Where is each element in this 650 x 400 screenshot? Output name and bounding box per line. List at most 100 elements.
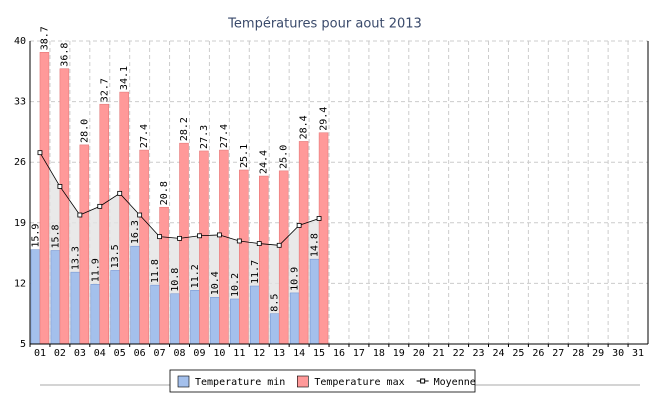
value-label: 15.8 [50, 224, 61, 248]
x-tick-label: 15 [313, 348, 325, 359]
x-tick-label: 14 [293, 348, 305, 359]
value-label: 28.4 [299, 115, 310, 139]
value-label: 24.4 [259, 150, 270, 174]
x-tick-label: 02 [54, 348, 66, 359]
value-label: 13.3 [70, 246, 81, 270]
chart-title: Températures pour aout 2013 [227, 17, 422, 32]
bar [250, 285, 260, 345]
bar [278, 170, 289, 345]
mean-marker [77, 212, 83, 218]
value-label: 11.7 [250, 260, 261, 284]
mean-marker [216, 232, 222, 238]
legend-label: Temperature min [195, 377, 285, 388]
bar [90, 284, 101, 345]
x-tick-label: 29 [592, 348, 604, 359]
y-tick-label: 33 [14, 97, 26, 108]
value-label: 11.9 [90, 258, 101, 282]
x-tick-label: 13 [273, 348, 285, 359]
legend-label: Moyenne [434, 377, 476, 388]
mean-marker [236, 238, 242, 244]
value-label: 10.2 [230, 273, 241, 297]
bar [298, 141, 309, 345]
x-tick-label: 06 [134, 348, 146, 359]
x-tick-label: 31 [632, 348, 644, 359]
x-tick-label: 12 [253, 348, 265, 359]
legend-label: Temperature max [314, 377, 404, 388]
x-tick-label: 19 [393, 348, 405, 359]
x-tick-label: 09 [193, 348, 205, 359]
value-label: 10.4 [210, 271, 221, 295]
x-tick-label: 22 [453, 348, 465, 359]
x-tick-label: 27 [552, 348, 564, 359]
bar [199, 150, 209, 345]
mean-marker [256, 241, 262, 246]
bar [179, 142, 189, 345]
x-tick-label: 08 [173, 348, 185, 359]
bar [259, 175, 269, 345]
bar [119, 91, 129, 345]
bar [139, 149, 149, 345]
x-tick-label: 18 [373, 348, 385, 359]
mean-marker [137, 212, 143, 218]
bar [159, 206, 169, 345]
bar [170, 293, 180, 345]
mean-marker [117, 190, 123, 196]
mean-marker [97, 203, 103, 209]
x-tick-label: 30 [612, 348, 624, 359]
value-label: 10.8 [170, 268, 181, 292]
bar [99, 103, 109, 345]
bar [219, 149, 229, 345]
bar [59, 68, 70, 345]
value-label: 15.9 [30, 224, 41, 248]
value-label: 10.9 [290, 267, 301, 291]
bar [269, 313, 280, 345]
bar [210, 297, 220, 345]
value-label: 11.2 [190, 264, 201, 288]
x-tick-label: 23 [473, 348, 485, 359]
mean-marker [316, 216, 322, 221]
x-tick-label: 11 [233, 348, 245, 359]
value-label: 36.8 [59, 43, 70, 67]
bar [79, 144, 90, 345]
bar [110, 270, 120, 345]
bar [30, 249, 41, 345]
bar [130, 245, 140, 345]
bar [289, 292, 300, 345]
value-label: 16.3 [130, 220, 141, 244]
x-tick-label: 01 [34, 348, 46, 359]
value-label: 25.0 [279, 145, 290, 169]
mean-marker [197, 233, 202, 239]
y-tick-label: 26 [14, 157, 26, 168]
legend-box [169, 369, 476, 393]
bar [70, 271, 81, 345]
bar [190, 290, 200, 345]
value-label: 27.4 [139, 124, 150, 148]
y-tick-label: 40 [14, 36, 26, 47]
x-tick-label: 20 [413, 348, 425, 359]
value-label: 13.5 [110, 244, 121, 268]
y-tick-label: 12 [14, 278, 26, 289]
bar [50, 250, 61, 345]
x-tick-label: 05 [114, 348, 126, 359]
bar [239, 169, 249, 345]
x-tick-label: 25 [512, 348, 524, 359]
value-label: 28.0 [79, 119, 90, 143]
legend-swatch [177, 375, 190, 388]
value-label: 20.8 [159, 181, 170, 205]
y-tick-label: 19 [14, 218, 26, 229]
mean-marker [296, 222, 302, 228]
x-tick-label: 03 [74, 348, 86, 359]
bar [150, 284, 160, 345]
value-label: 29.4 [319, 107, 330, 131]
value-label: 27.3 [199, 125, 210, 149]
mean-marker [177, 235, 182, 241]
mean-marker [57, 184, 63, 189]
mean-marker [276, 242, 282, 248]
bar [309, 258, 320, 345]
bar [39, 52, 50, 345]
x-tick-label: 24 [492, 348, 504, 359]
legend-swatch [420, 378, 426, 384]
y-tick-label: 5 [20, 339, 26, 350]
value-label: 8.5 [270, 294, 281, 312]
